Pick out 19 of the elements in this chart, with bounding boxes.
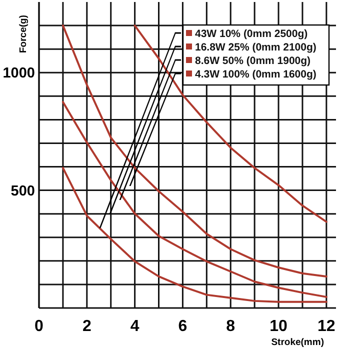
line-series xyxy=(62,166,328,303)
x-tick-label: 4 xyxy=(130,318,140,335)
y-axis-title: Force(g) xyxy=(18,15,29,53)
line-series xyxy=(62,101,328,298)
y-tick-label: 1000 xyxy=(2,66,35,82)
y-tick-label: 500 xyxy=(10,183,35,200)
x-tick-label: 2 xyxy=(82,318,92,335)
line-series xyxy=(62,24,328,278)
x-tick-label: 8 xyxy=(226,318,236,335)
x-tick-label: 0 xyxy=(34,318,44,335)
legend-label: 4.3W 100% (0mm 1600g) xyxy=(195,68,316,80)
x-tick-label: 10 xyxy=(270,318,288,335)
legend-label: 8.6W 50% (0mm 1900g) xyxy=(195,55,311,67)
x-tick-label: 12 xyxy=(318,318,336,335)
line-series xyxy=(134,24,328,223)
x-axis-title: Stroke(mm) xyxy=(271,337,324,348)
legend-label: 16.8W 25% (0mm 2100g) xyxy=(195,42,316,54)
x-tick-label: 6 xyxy=(178,318,188,335)
legend-label: 43W 10% (0mm 2500g) xyxy=(195,28,308,40)
